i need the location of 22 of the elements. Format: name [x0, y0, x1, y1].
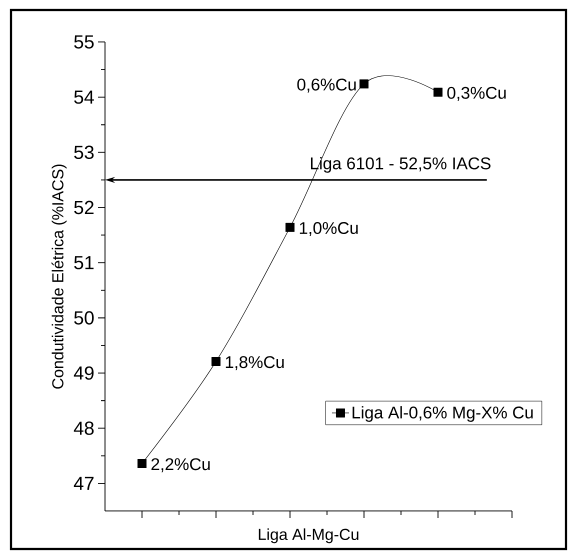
annotation: 1,8%Cu: [226, 356, 284, 370]
annotation: 2,2%Cu: [151, 458, 210, 472]
y-axis-title: Condutividade Elétrica (%IACS): [52, 164, 67, 389]
y-tick-label: 54: [74, 90, 94, 104]
y-tick-label: 50: [74, 311, 94, 325]
y-tick-label: 47: [74, 476, 94, 490]
y-tick-label: 53: [74, 146, 94, 160]
annotation: 1,0%Cu: [300, 222, 358, 236]
point: [138, 459, 147, 468]
point: [434, 88, 443, 97]
y-tick-label: 48: [74, 422, 94, 435]
annotation: 0,3%Cu: [447, 86, 506, 101]
legend-label: Liga Al-0,6% Mg-X% Cu: [352, 406, 533, 422]
y-tick-label: 55: [74, 35, 94, 49]
y-tick-label: 51: [74, 256, 94, 270]
point: [360, 79, 369, 88]
point: [212, 356, 221, 366]
annotation: 0,6%Cu: [297, 78, 356, 93]
y-tick-label: 49: [74, 366, 94, 380]
x-axis-title: Liga Al-Mg-Cu: [258, 528, 358, 544]
y-tick-label: 52: [74, 200, 94, 214]
point: [286, 222, 295, 232]
